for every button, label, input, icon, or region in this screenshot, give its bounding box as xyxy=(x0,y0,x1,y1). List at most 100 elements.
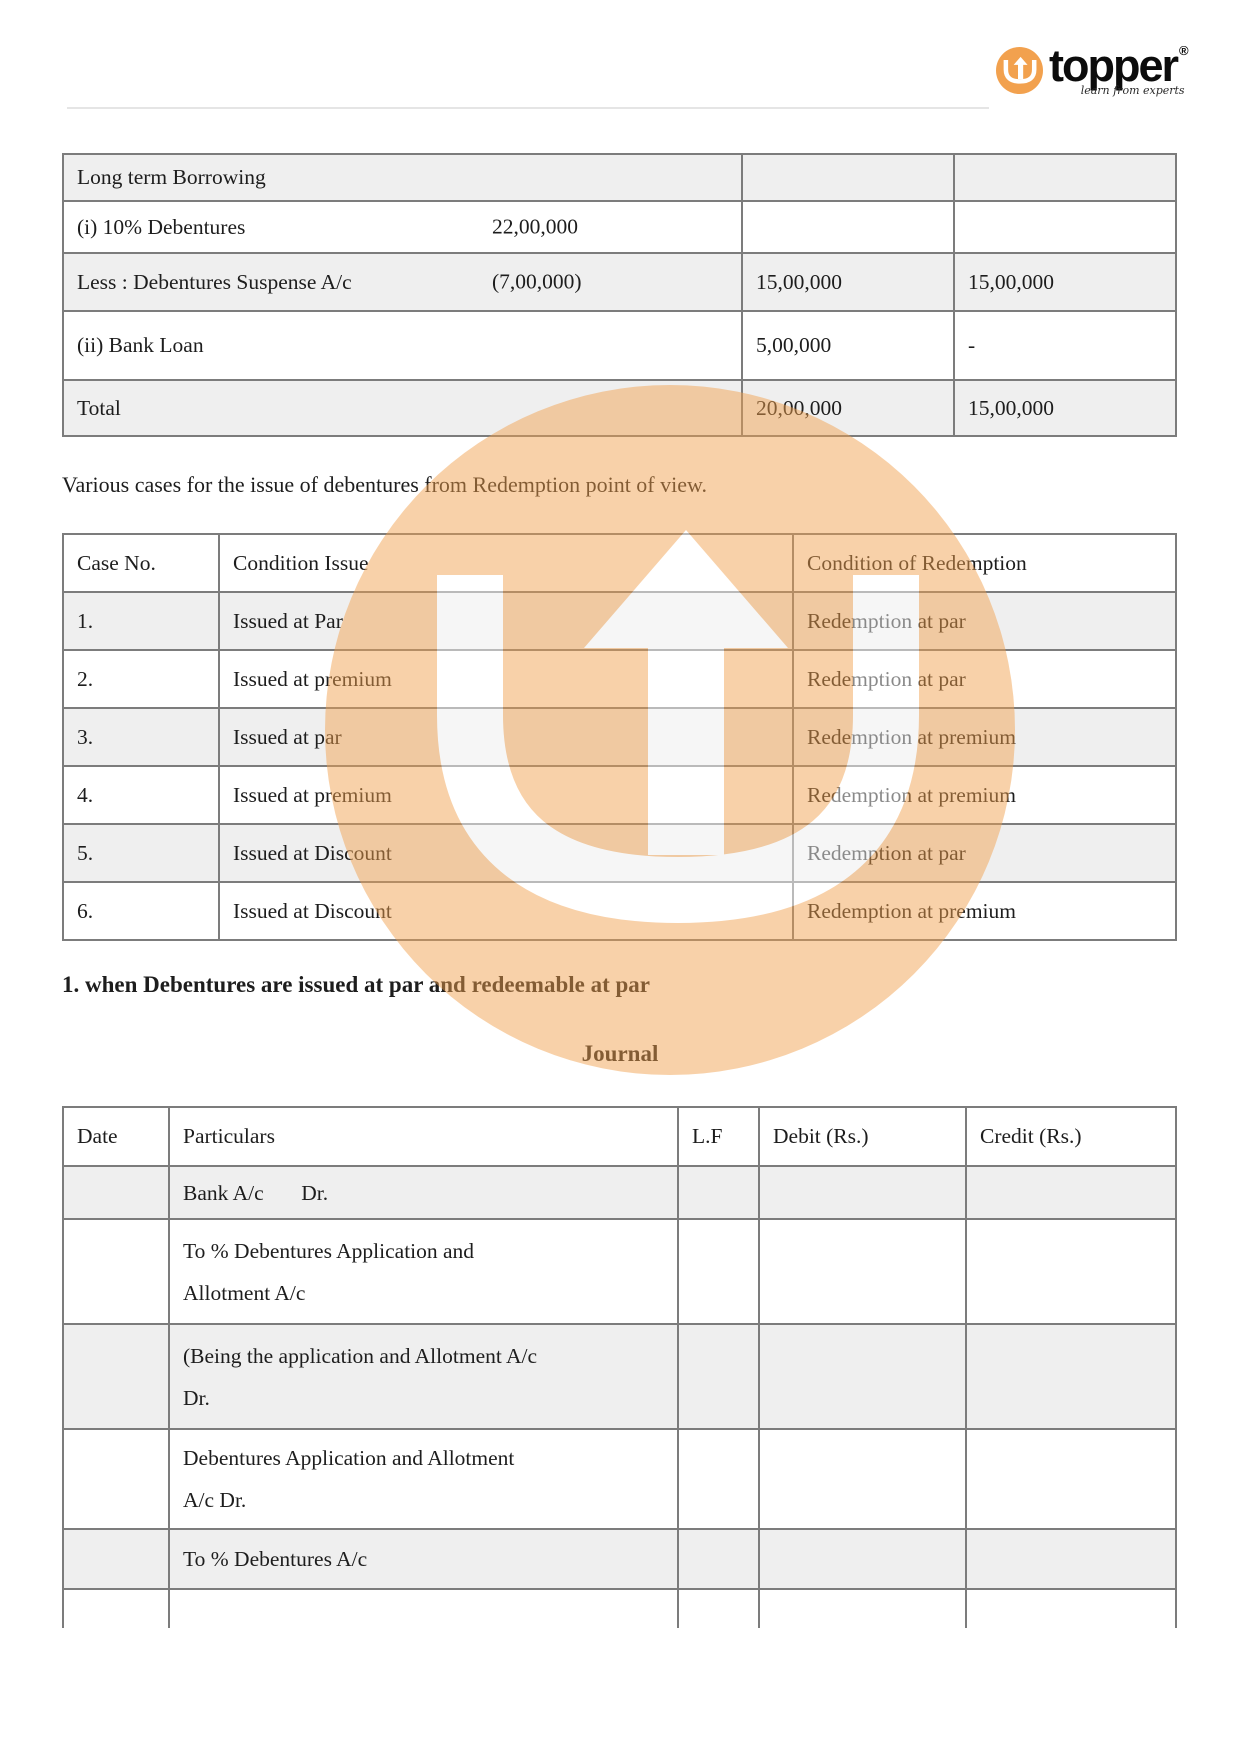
table-row: To % Debentures Application and Allotment… xyxy=(62,1218,1177,1325)
particulars-line: A/c Dr. xyxy=(183,1488,247,1512)
redemption-cell: Redemption at par xyxy=(792,649,1177,709)
credit-cell xyxy=(965,1323,1177,1430)
header-debit: Debit (Rs.) xyxy=(758,1106,967,1167)
row-label-cell: Less : Debentures Suspense A/c (7,00,000) xyxy=(62,252,743,312)
case-no-cell: 6. xyxy=(62,881,220,941)
header-case-no: Case No. xyxy=(62,533,220,593)
intro-text: Various cases for the issue of debenture… xyxy=(62,472,707,497)
amount-cell: 15,00,000 xyxy=(953,379,1177,437)
particulars-line: To % Debentures Application and xyxy=(183,1238,475,1263)
date-cell xyxy=(62,1165,170,1220)
brand-tagline: learn from experts xyxy=(1080,84,1185,97)
amount-cell xyxy=(741,153,955,202)
table-header-row: Case No. Condition Issue Condition of Re… xyxy=(62,533,1177,593)
registered-mark: ® xyxy=(1179,43,1189,58)
brand-logo: topper ® learn from experts xyxy=(996,43,1189,97)
redemption-cell: Redemption at par xyxy=(792,591,1177,651)
table-row: 4. Issued at premium Redemption at premi… xyxy=(62,765,1177,825)
row-label: Total xyxy=(77,395,121,420)
table-row: 6. Issued at Discount Redemption at prem… xyxy=(62,881,1177,941)
lf-cell xyxy=(677,1323,760,1430)
brand-name: topper xyxy=(1049,40,1179,91)
debit-cell xyxy=(758,1323,967,1430)
cases-table: Case No. Condition Issue Condition of Re… xyxy=(62,533,1177,941)
table-row: Total 20,00,000 15,00,000 xyxy=(62,379,1177,437)
amount-cell xyxy=(953,153,1177,202)
particulars-cell: To % Debentures A/c xyxy=(168,1528,679,1590)
amount-cell: 20,00,000 xyxy=(741,379,955,437)
amount-cell xyxy=(741,200,955,254)
issue-cell: Issued at par xyxy=(218,707,794,767)
lf-cell xyxy=(677,1218,760,1325)
case-no-cell: 3. xyxy=(62,707,220,767)
particulars-cell xyxy=(168,1588,679,1628)
table-row xyxy=(62,1588,1177,1628)
table-row: 3. Issued at par Redemption at premium xyxy=(62,707,1177,767)
utopper-mark-icon xyxy=(996,47,1043,94)
table-row: Debentures Application and Allotment A/c … xyxy=(62,1428,1177,1530)
issue-cell: Issued at premium xyxy=(218,765,794,825)
debit-cell xyxy=(758,1588,967,1628)
issue-cell: Issued at Discount xyxy=(218,823,794,883)
amount-cell: - xyxy=(953,310,1177,381)
table-row: (i) 10% Debentures 22,00,000 xyxy=(62,200,1177,254)
row-label-cell: Total xyxy=(62,379,743,437)
date-cell xyxy=(62,1588,170,1628)
debit-cell xyxy=(758,1528,967,1590)
particulars-line: Bank A/c Dr. xyxy=(183,1180,329,1205)
amount-cell: 15,00,000 xyxy=(741,252,955,312)
journal-table: Date Particulars L.F Debit (Rs.) Credit … xyxy=(62,1106,1177,1628)
case-no-cell: 1. xyxy=(62,591,220,651)
borrowings-table: Long term Borrowing (i) 10% Debentures 22… xyxy=(62,153,1177,437)
header-date: Date xyxy=(62,1106,170,1167)
case-no-cell: 4. xyxy=(62,765,220,825)
redemption-cell: Redemption at par xyxy=(792,823,1177,883)
table-row: Long term Borrowing xyxy=(62,153,1177,202)
header-lf: L.F xyxy=(677,1106,760,1167)
credit-cell xyxy=(965,1428,1177,1530)
row-label-cell: Long term Borrowing xyxy=(62,153,743,202)
debit-cell xyxy=(758,1218,967,1325)
lf-cell xyxy=(677,1165,760,1220)
header-divider xyxy=(67,107,989,109)
redemption-cell: Redemption at premium xyxy=(792,765,1177,825)
debit-cell xyxy=(758,1428,967,1530)
date-cell xyxy=(62,1218,170,1325)
particulars-cell: To % Debentures Application and Allotment… xyxy=(168,1218,679,1325)
table-row: Less : Debentures Suspense A/c (7,00,000)… xyxy=(62,252,1177,312)
lf-cell xyxy=(677,1588,760,1628)
table-row: 5. Issued at Discount Redemption at par xyxy=(62,823,1177,883)
particulars-line: Allotment A/c xyxy=(183,1280,306,1305)
date-cell xyxy=(62,1323,170,1430)
particulars-cell: Bank A/c Dr. xyxy=(168,1165,679,1220)
row-label-cell: (i) 10% Debentures 22,00,000 xyxy=(62,200,743,254)
case-no-cell: 2. xyxy=(62,649,220,709)
credit-cell xyxy=(965,1165,1177,1220)
section-heading: 1. when Debentures are issued at par and… xyxy=(62,972,650,997)
issue-cell: Issued at premium xyxy=(218,649,794,709)
issue-cell: Issued at Par xyxy=(218,591,794,651)
table-row: (ii) Bank Loan 5,00,000 - xyxy=(62,310,1177,381)
row-label-cell: (ii) Bank Loan xyxy=(62,310,743,381)
redemption-cell: Redemption at premium xyxy=(792,881,1177,941)
row-amount: (7,00,000) xyxy=(492,269,582,294)
particulars-line: To % Debentures A/c xyxy=(183,1547,368,1571)
particulars-line: (Being the application and Allotment A/c xyxy=(183,1343,538,1368)
particulars-line: Dr. xyxy=(183,1385,210,1410)
header-particulars: Particulars xyxy=(168,1106,679,1167)
journal-table-clip: Date Particulars L.F Debit (Rs.) Credit … xyxy=(62,1106,1187,1628)
header-condition-issue: Condition Issue xyxy=(218,533,794,593)
case-no-cell: 5. xyxy=(62,823,220,883)
redemption-cell: Redemption at premium xyxy=(792,707,1177,767)
amount-cell: 5,00,000 xyxy=(741,310,955,381)
row-label: (ii) Bank Loan xyxy=(77,333,204,357)
table-row: Bank A/c Dr. xyxy=(62,1165,1177,1220)
row-label: Long term Borrowing xyxy=(77,165,266,189)
journal-heading: Journal xyxy=(581,1041,659,1066)
debit-cell xyxy=(758,1165,967,1220)
lf-cell xyxy=(677,1428,760,1530)
particulars-line: Debentures Application and Allotment xyxy=(183,1446,515,1470)
amount-cell xyxy=(953,200,1177,254)
brand-wordmark: topper ® learn from experts xyxy=(1049,43,1189,97)
table-row: 1. Issued at Par Redemption at par xyxy=(62,591,1177,651)
